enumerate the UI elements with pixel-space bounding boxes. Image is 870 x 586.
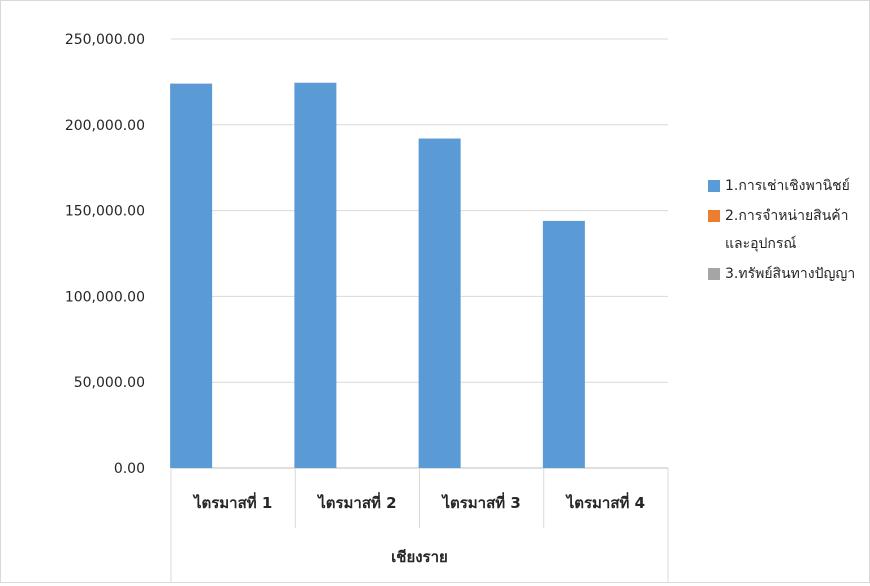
bar-series-1-4	[542, 220, 585, 468]
y-tick-label: 100,000.00	[65, 289, 145, 305]
y-tick-label: 200,000.00	[65, 118, 145, 134]
legend-swatch-series-3	[708, 268, 720, 280]
y-tick-label: 250,000.00	[65, 32, 145, 48]
legend-label-series-3: 3.ทรัพย์สินทางปัญญา	[725, 266, 856, 282]
x-axis: ไตรมาสที่ 1 ไตรมาสที่ 2 ไตรมาสที่ 3 ไตรมาสท…	[170, 468, 669, 582]
y-tick-label: 50,000.00	[74, 375, 145, 391]
legend-label-series-2: 2.การจำหน่ายสินค้าและอุปกรณ์	[725, 208, 849, 252]
y-tick-label: 0.00	[114, 461, 145, 477]
x-tick-label-3: ไตรมาสที่ 3	[440, 492, 520, 512]
bars	[170, 82, 585, 469]
x-tick-label-2: ไตรมาสที่ 2	[316, 492, 396, 512]
x-tick-label-1: ไตรมาสที่ 1	[192, 492, 272, 512]
legend-swatch-series-2	[708, 210, 720, 222]
y-tick-label: 150,000.00	[65, 204, 145, 220]
legend-item-series-1: 1.การเช่าเชิงพานิชย์	[708, 172, 868, 200]
bar-series-1-2	[294, 82, 337, 469]
x-tick-label-4: ไตรมาสที่ 4	[565, 492, 645, 512]
legend-item-series-3: 3.ทรัพย์สินทางปัญญา	[708, 260, 868, 288]
bar-series-1-3	[418, 138, 461, 468]
x-axis-group-label: เชียงราย	[391, 548, 448, 566]
y-axis-tick-labels: 0.00 50,000.00 100,000.00 150,000.00 200,000…	[65, 32, 145, 477]
legend: 1.การเช่าเชิงพานิชย์ 2.การจำหน่ายสินค้าแ…	[708, 172, 868, 290]
legend-swatch-series-1	[708, 180, 720, 192]
legend-item-series-2: 2.การจำหน่ายสินค้าและอุปกรณ์	[708, 202, 868, 258]
bar-series-1-1	[170, 83, 213, 468]
legend-label-series-1: 1.การเช่าเชิงพานิชย์	[725, 178, 850, 194]
